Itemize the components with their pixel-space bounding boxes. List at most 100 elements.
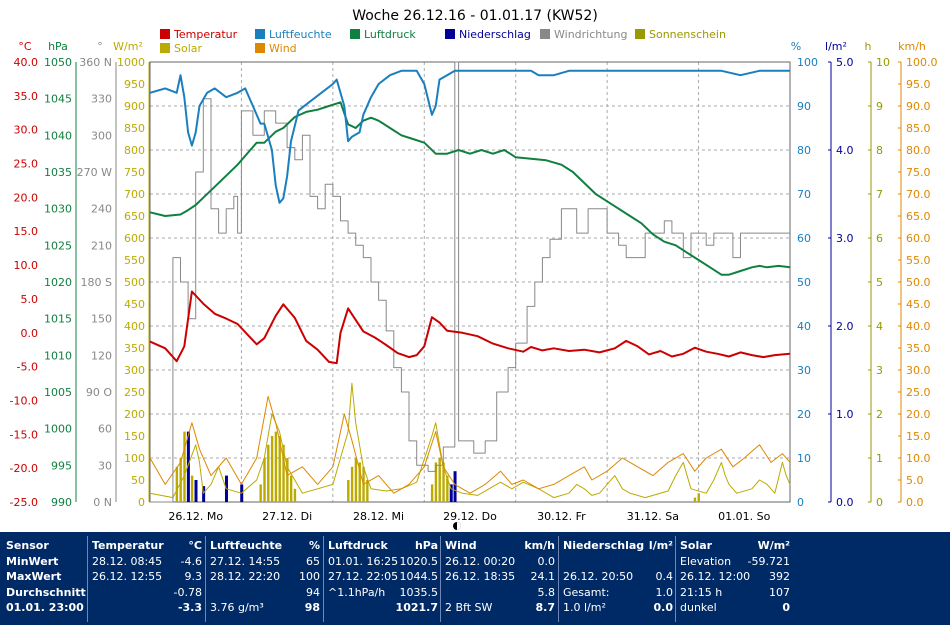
left-axis-label-0-13: -25.0 [10,496,38,509]
left-axis-label-3-13: 350 [124,342,145,355]
left-axis-label-2-5: 210 [91,239,112,252]
left-axis-label-0-9: -5.0 [17,361,38,374]
column-name: Luftdruck [328,539,388,552]
legend-swatch-3 [445,29,455,39]
right-axis-label-3-12: 40.0 [906,320,931,333]
left-axis-label-0-3: 25.0 [14,158,39,171]
right-axis-label-0-4: 60 [797,232,811,245]
table-column-1: Temperatur °C 28.12. 08:45 -4.6 26.12. 12:55… [92,538,202,616]
table-column-2: Luftfeuchte% 27.12. 14:55 65 28.12. 22:20 10… [210,538,320,616]
row-label: dunkel [680,601,717,614]
left-axis-label-0-8: 0.0 [21,327,39,340]
right-axis-label-2-10: 0 [876,496,883,509]
left-axis-label-3-17: 150 [124,430,145,443]
table-row: 28.12. 08:45 -4.6 [92,554,202,570]
table-row: 26.12. 12:00 392 [680,569,790,585]
table-row: 28.12. 22:20 100 [210,569,320,585]
row-label: 26.12. 12:00 [680,570,751,583]
sunshine-bar-29 [697,493,700,502]
right-axis-label-1-5: 0.0 [836,496,854,509]
row-value: 65 [306,554,320,568]
right-axis-unit-1: l/m² [825,40,847,53]
day-label-1: 27.12. Di [262,510,312,523]
row-value: 94 [306,585,320,599]
table-header-4: Wind km/h [445,538,555,554]
table-row: 01.01. 16:25 1020.5 [328,554,438,570]
column-name: Solar [680,539,713,552]
right-axis-label-3-9: 55.0 [906,254,931,267]
row-value: 8.7 [535,601,556,614]
row-label: Durchschnitt [6,585,86,599]
row-value: 107 [769,585,790,599]
left-axis-label-3-2: 900 [124,100,145,113]
sunshine-bar-16 [347,480,350,502]
precip-bar-1 [194,480,198,502]
sunshine-bar-13 [286,458,289,502]
left-axis-label-2-1: 330 [91,93,112,106]
left-axis-label-0-0: 40.0 [14,56,39,69]
row-label: MaxWert [6,570,62,583]
table-header-2: Luftfeuchte% [210,538,320,554]
left-axis-label-1-0: 1050 [44,56,72,69]
left-axis-label-3-0: 1000 [117,56,145,69]
sunshine-bar-17 [350,466,354,502]
right-axis-label-0-5: 50 [797,276,811,289]
left-axis-label-3-5: 750 [124,166,145,179]
table-row: 1.0 l/m² 0.0 [563,600,673,616]
table-row: 01.01. 23:00 [6,600,84,616]
table-row: dunkel 0 [680,600,790,616]
column-unit: hPa [414,539,438,552]
plot-frame [149,61,791,503]
row-value: 1035.5 [399,585,439,599]
table-row: ^1.1hPa/h 1035.5 [328,585,438,601]
right-axis-label-3-1: 95.0 [906,78,931,91]
left-axis-label-2-6: 180 S [81,276,112,289]
left-axis-label-1-1: 1045 [44,93,72,106]
row-value: -3.3 [177,601,202,614]
row-value: 0.0 [653,601,674,614]
column-separator [440,536,441,622]
sunshine-bar-22 [430,484,434,502]
row-label: 26.12. 18:35 [445,570,516,583]
row-value: 0 [782,601,790,614]
column-unit: W/m² [757,539,790,552]
right-axis-label-3-3: 85.0 [906,122,931,135]
left-axis-label-1-3: 1035 [44,166,72,179]
right-axis-label-3-6: 70.0 [906,188,931,201]
column-unit: km/h [524,539,555,552]
left-axis-label-2-8: 120 [91,349,112,362]
right-axis-label-2-0: 10 [876,56,890,69]
table-column-3: Luftdruck hPa 01.01. 16:25 1020.5 27.12. 22:… [328,538,438,616]
left-axis-label-3-14: 300 [124,364,145,377]
weather-chart: Woche 26.12.16 - 01.01.17 (KW52) Tempera… [9,8,938,530]
legend-swatch-7 [255,43,265,53]
left-axis-label-1-6: 1020 [44,276,72,289]
left-axis-label-2-3: 270 W [77,166,112,179]
left-axis-label-0-6: 10.0 [14,259,39,272]
row-label: ^1.1hPa/h [328,585,386,599]
left-axis-label-1-5: 1025 [44,239,72,252]
legend-label-2: Luftdruck [364,28,416,41]
left-axis-label-0-10: -10.0 [10,394,38,407]
row-label: 26.12. 00:20 [445,554,516,568]
right-axis-label-3-13: 35.0 [906,342,931,355]
table-row: 3.76 g/m³ 98 [210,600,320,616]
legend-swatch-6 [160,43,170,53]
row-value: 1044.5 [399,570,439,583]
legend-label-7: Wind [269,42,297,55]
right-axis-label-3-10: 50.0 [906,276,931,289]
column-unit: % [308,539,320,552]
left-axis-unit-0: °C [18,40,32,53]
row-label: 26.12. 12:55 [92,570,163,583]
left-axis-label-0-12: -20.0 [10,462,38,475]
right-axis-label-0-2: 80 [797,144,811,157]
series-line-temperatur [149,290,791,365]
left-axis-label-1-4: 1030 [44,203,72,216]
table-row: 26.12. 20:50 0.4 [563,569,673,585]
day-label-6: 01.01. So [718,510,770,523]
table-row: Durchschnitt [6,585,86,601]
row-label: 28.12. 08:45 [92,554,163,568]
right-axis-label-1-3: 2.0 [836,320,854,333]
table-row: MinWert [6,554,84,570]
table-column-5: Niederschlag l/m² 26.12. 20:50 0.4 Gesamt: 1.… [563,538,673,616]
